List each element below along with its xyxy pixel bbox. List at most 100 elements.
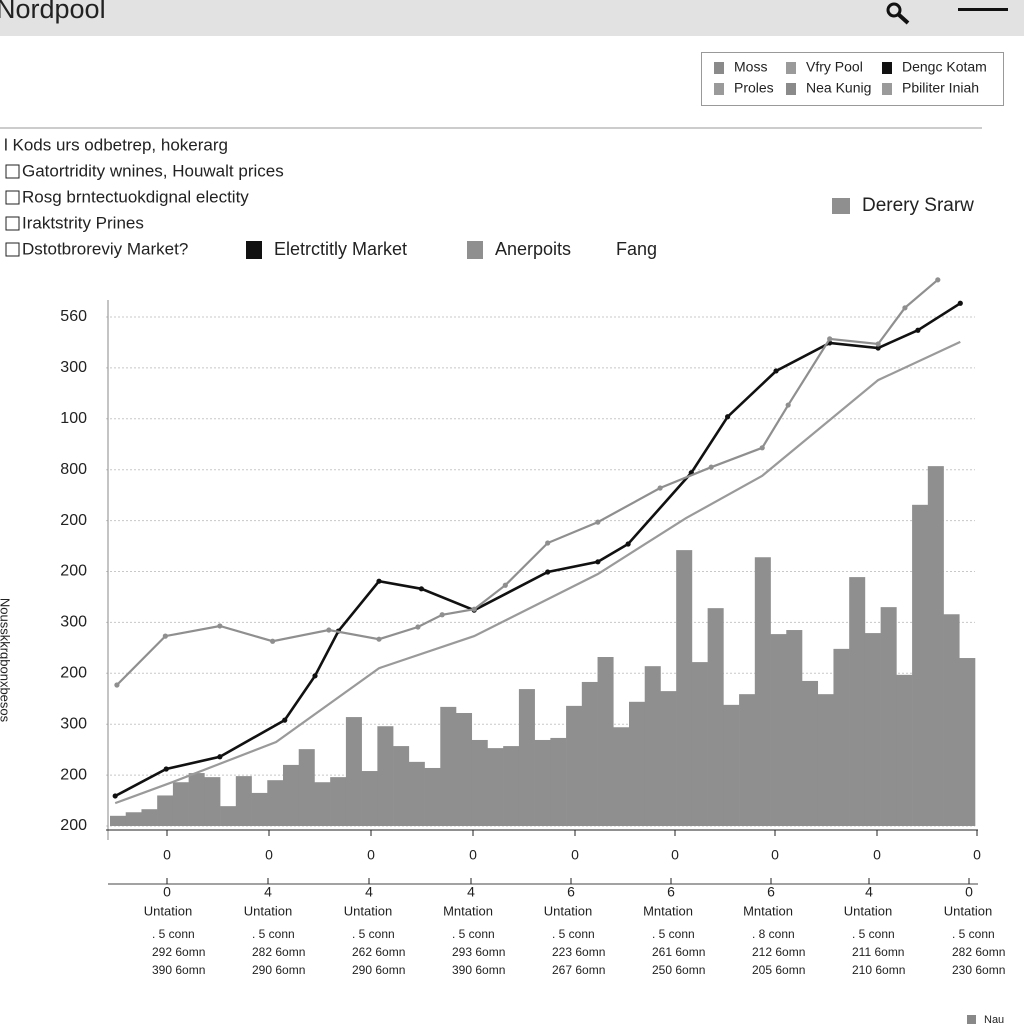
bar	[298, 749, 315, 826]
y-tick-label: 800	[60, 461, 87, 478]
x-note: 390 6omn	[452, 963, 505, 977]
checkbox[interactable]	[5, 164, 20, 179]
bar	[141, 809, 158, 826]
legend-swatch	[882, 83, 892, 95]
bar	[581, 681, 598, 826]
x-tick-label: 0	[571, 847, 579, 863]
x-note: 290 6omn	[252, 963, 305, 977]
x-tick-label: Mntation	[743, 903, 793, 918]
legend-swatch	[467, 241, 483, 259]
checkbox[interactable]	[5, 242, 20, 257]
checklist-item: l Kods urs odbetrep, hokerarg	[4, 135, 228, 154]
point	[418, 586, 424, 592]
x-tick-label: 0	[965, 884, 973, 900]
bar	[125, 812, 142, 826]
bar	[880, 607, 897, 826]
x-tick-label: 0	[163, 884, 171, 900]
x-tick-label: 4	[865, 884, 873, 900]
point	[326, 627, 332, 633]
point	[217, 754, 223, 760]
bar	[864, 633, 881, 826]
x-note: 230 6omn	[952, 963, 1005, 977]
app-title: Nordpool	[0, 0, 106, 24]
y-tick-label: 300	[60, 715, 87, 732]
bar	[440, 706, 457, 826]
x-note: . 5 conn	[152, 927, 195, 941]
x-note: 212 6omn	[752, 945, 805, 959]
x-tick-label: Untation	[544, 903, 592, 918]
point	[657, 485, 663, 491]
bar	[456, 713, 473, 826]
bar	[220, 806, 237, 826]
x-note: 210 6omn	[852, 963, 905, 977]
x-tick-label: 0	[873, 847, 881, 863]
search-icon[interactable]	[884, 0, 914, 30]
point	[502, 582, 508, 588]
top-legend	[701, 52, 1004, 106]
bar	[896, 674, 913, 826]
point	[915, 327, 921, 333]
checkbox[interactable]	[5, 216, 20, 231]
y-tick-label: 200	[60, 563, 87, 580]
bar	[833, 648, 850, 826]
x-note: 293 6omn	[452, 945, 505, 959]
corner-note: Nau	[984, 1014, 1004, 1024]
bar	[550, 737, 567, 826]
y-tick-label: 560	[60, 308, 87, 325]
legend-swatch	[714, 62, 724, 74]
bar	[927, 466, 944, 826]
x-note: 211 6omn	[852, 945, 904, 959]
bar	[393, 746, 410, 826]
x-note: 292 6omn	[152, 945, 205, 959]
bar	[786, 630, 803, 826]
bar	[534, 739, 551, 826]
y-axis-label: Nousskkrgbonxbesos	[0, 598, 13, 723]
x-note: 282 6omn	[252, 945, 305, 959]
y-tick-label: 200	[60, 512, 87, 529]
bar	[707, 608, 724, 826]
x-note: . 8 conn	[752, 927, 795, 941]
bar	[849, 577, 866, 826]
x-tick-label: Untation	[144, 903, 192, 918]
x-tick-label: 0	[671, 847, 679, 863]
x-tick-label: 0	[973, 847, 981, 863]
bar	[314, 782, 331, 826]
legend-swatch	[882, 62, 892, 74]
x-note: . 5 conn	[452, 927, 495, 941]
x-tick-label: 6	[567, 884, 575, 900]
x-note: 250 6omn	[652, 963, 705, 977]
x-note: 205 6omn	[752, 963, 805, 977]
bar	[817, 694, 834, 826]
y-tick-label: 100	[60, 410, 87, 427]
point	[935, 277, 941, 283]
x-tick-label: 4	[365, 884, 373, 900]
legend-label: Moss	[734, 59, 767, 75]
x-tick-label: Untation	[944, 903, 992, 918]
point	[415, 624, 421, 630]
x-tick-label: 6	[667, 884, 675, 900]
x-note: 390 6omn	[152, 963, 205, 977]
point	[282, 717, 288, 723]
legend-swatch	[832, 198, 850, 214]
bar	[377, 726, 394, 826]
y-tick-label: 300	[60, 359, 87, 376]
point	[114, 682, 120, 688]
point	[439, 612, 445, 618]
x-note: . 5 conn	[252, 927, 295, 941]
menu-icon[interactable]	[958, 8, 1008, 11]
bar	[597, 657, 614, 826]
point	[827, 336, 833, 342]
legend-swatch	[786, 83, 796, 95]
bar	[739, 694, 756, 826]
point	[773, 368, 779, 374]
checklist-item: Iraktstrity Prines	[22, 213, 144, 232]
x-note: 267 6omn	[552, 963, 605, 977]
legend-label: Nea Kunig	[806, 80, 871, 96]
bar	[629, 701, 646, 826]
checkbox[interactable]	[5, 190, 20, 205]
point	[163, 766, 169, 772]
legend-label: Eletrctitly Market	[274, 239, 407, 259]
bar	[471, 739, 488, 826]
x-note: 261 6omn	[652, 945, 705, 959]
